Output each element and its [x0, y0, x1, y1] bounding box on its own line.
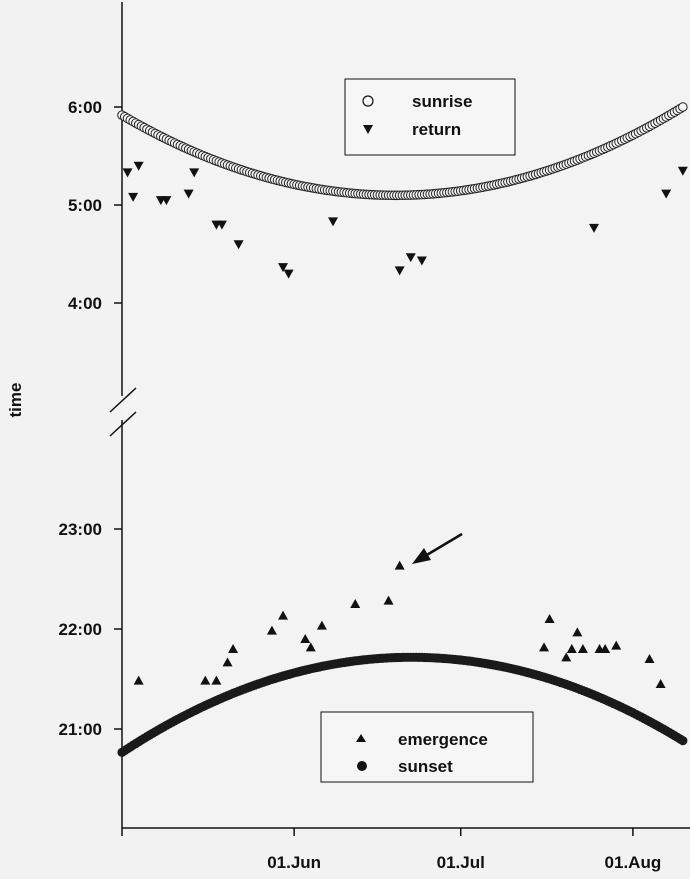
x-tick-label: 01.Aug [605, 853, 662, 872]
return-point [133, 161, 144, 171]
emergence-point [383, 595, 394, 605]
y-tick-label: 21:00 [59, 720, 102, 739]
series-return [122, 161, 688, 279]
emergence-point [544, 614, 555, 623]
return-point [328, 217, 339, 227]
emergence-point [655, 679, 666, 688]
legend-bottom-box [320, 711, 534, 783]
return-point [405, 253, 416, 263]
legend-emergence-label: emergence [398, 730, 488, 749]
emergence-point [211, 675, 222, 685]
legend-return-label: return [412, 120, 461, 139]
annotation-arrow [412, 532, 463, 564]
y-tick-label: 22:00 [59, 620, 102, 639]
legend-top-box [344, 78, 516, 156]
y-axis-break-mark-upper [109, 387, 137, 413]
return-point [278, 263, 289, 273]
emergence-point [561, 652, 572, 662]
legend-return-marker [363, 125, 373, 134]
sunset-point [678, 736, 688, 746]
series-sunrise [117, 102, 688, 201]
y-axis-ticks: 4:00 5:00 6:00 21:00 22:00 23:00 [59, 98, 122, 739]
emergence-point [600, 644, 611, 653]
y-axis-title: time [6, 383, 25, 418]
chart-marks [117, 102, 688, 757]
sunrise-point [678, 102, 688, 112]
return-point [183, 189, 194, 199]
y-tick-label: 5:00 [68, 196, 102, 215]
emergence-point [222, 657, 233, 667]
y-tick-label: 23:00 [59, 520, 102, 539]
emergence-point [566, 644, 577, 653]
x-tick-label: 01.Jul [437, 853, 485, 872]
legend-sunrise-marker [362, 95, 374, 107]
legend-bottom: emergence sunset [320, 711, 534, 783]
emergence-point [228, 644, 239, 653]
emergence-point [644, 654, 655, 663]
emergence-point [394, 560, 405, 570]
emergence-point [577, 644, 588, 653]
emergence-point [611, 640, 622, 650]
x-tick-label: 01.Jun [267, 853, 321, 872]
return-point [416, 256, 427, 266]
return-point [128, 192, 139, 202]
return-point [394, 266, 405, 276]
x-axis-ticks: 01.Jun 01.Jul 01.Aug [267, 828, 661, 872]
emergence-point [300, 634, 311, 643]
legend-sunset-marker [357, 761, 367, 771]
series-emergence [133, 560, 666, 688]
return-point [122, 168, 133, 178]
emergence-point [200, 675, 211, 685]
emergence-point [266, 625, 277, 635]
legend-emergence-marker [356, 734, 366, 742]
emergence-point [539, 642, 550, 652]
emergence-point [572, 627, 583, 637]
series-sunset [117, 652, 688, 757]
legend-sunset-label: sunset [398, 757, 453, 776]
legend-sunrise-label: sunrise [412, 92, 472, 111]
return-point [161, 196, 172, 206]
legend-top: sunrise return [344, 78, 516, 156]
emergence-point [305, 642, 316, 652]
emergence-point [133, 675, 144, 685]
y-axis-break-mark-lower [109, 411, 137, 437]
y-tick-label: 4:00 [68, 294, 102, 313]
return-point [677, 166, 688, 176]
return-point [216, 220, 227, 230]
return-point [189, 168, 200, 178]
return-point [233, 240, 244, 250]
return-point [283, 269, 294, 279]
emergence-point [350, 599, 361, 608]
annotation-arrow-head [412, 548, 431, 564]
y-tick-label: 6:00 [68, 98, 102, 117]
emergence-point [316, 620, 327, 630]
return-point [589, 223, 599, 233]
emergence-point [278, 610, 289, 620]
return-point [661, 189, 672, 199]
